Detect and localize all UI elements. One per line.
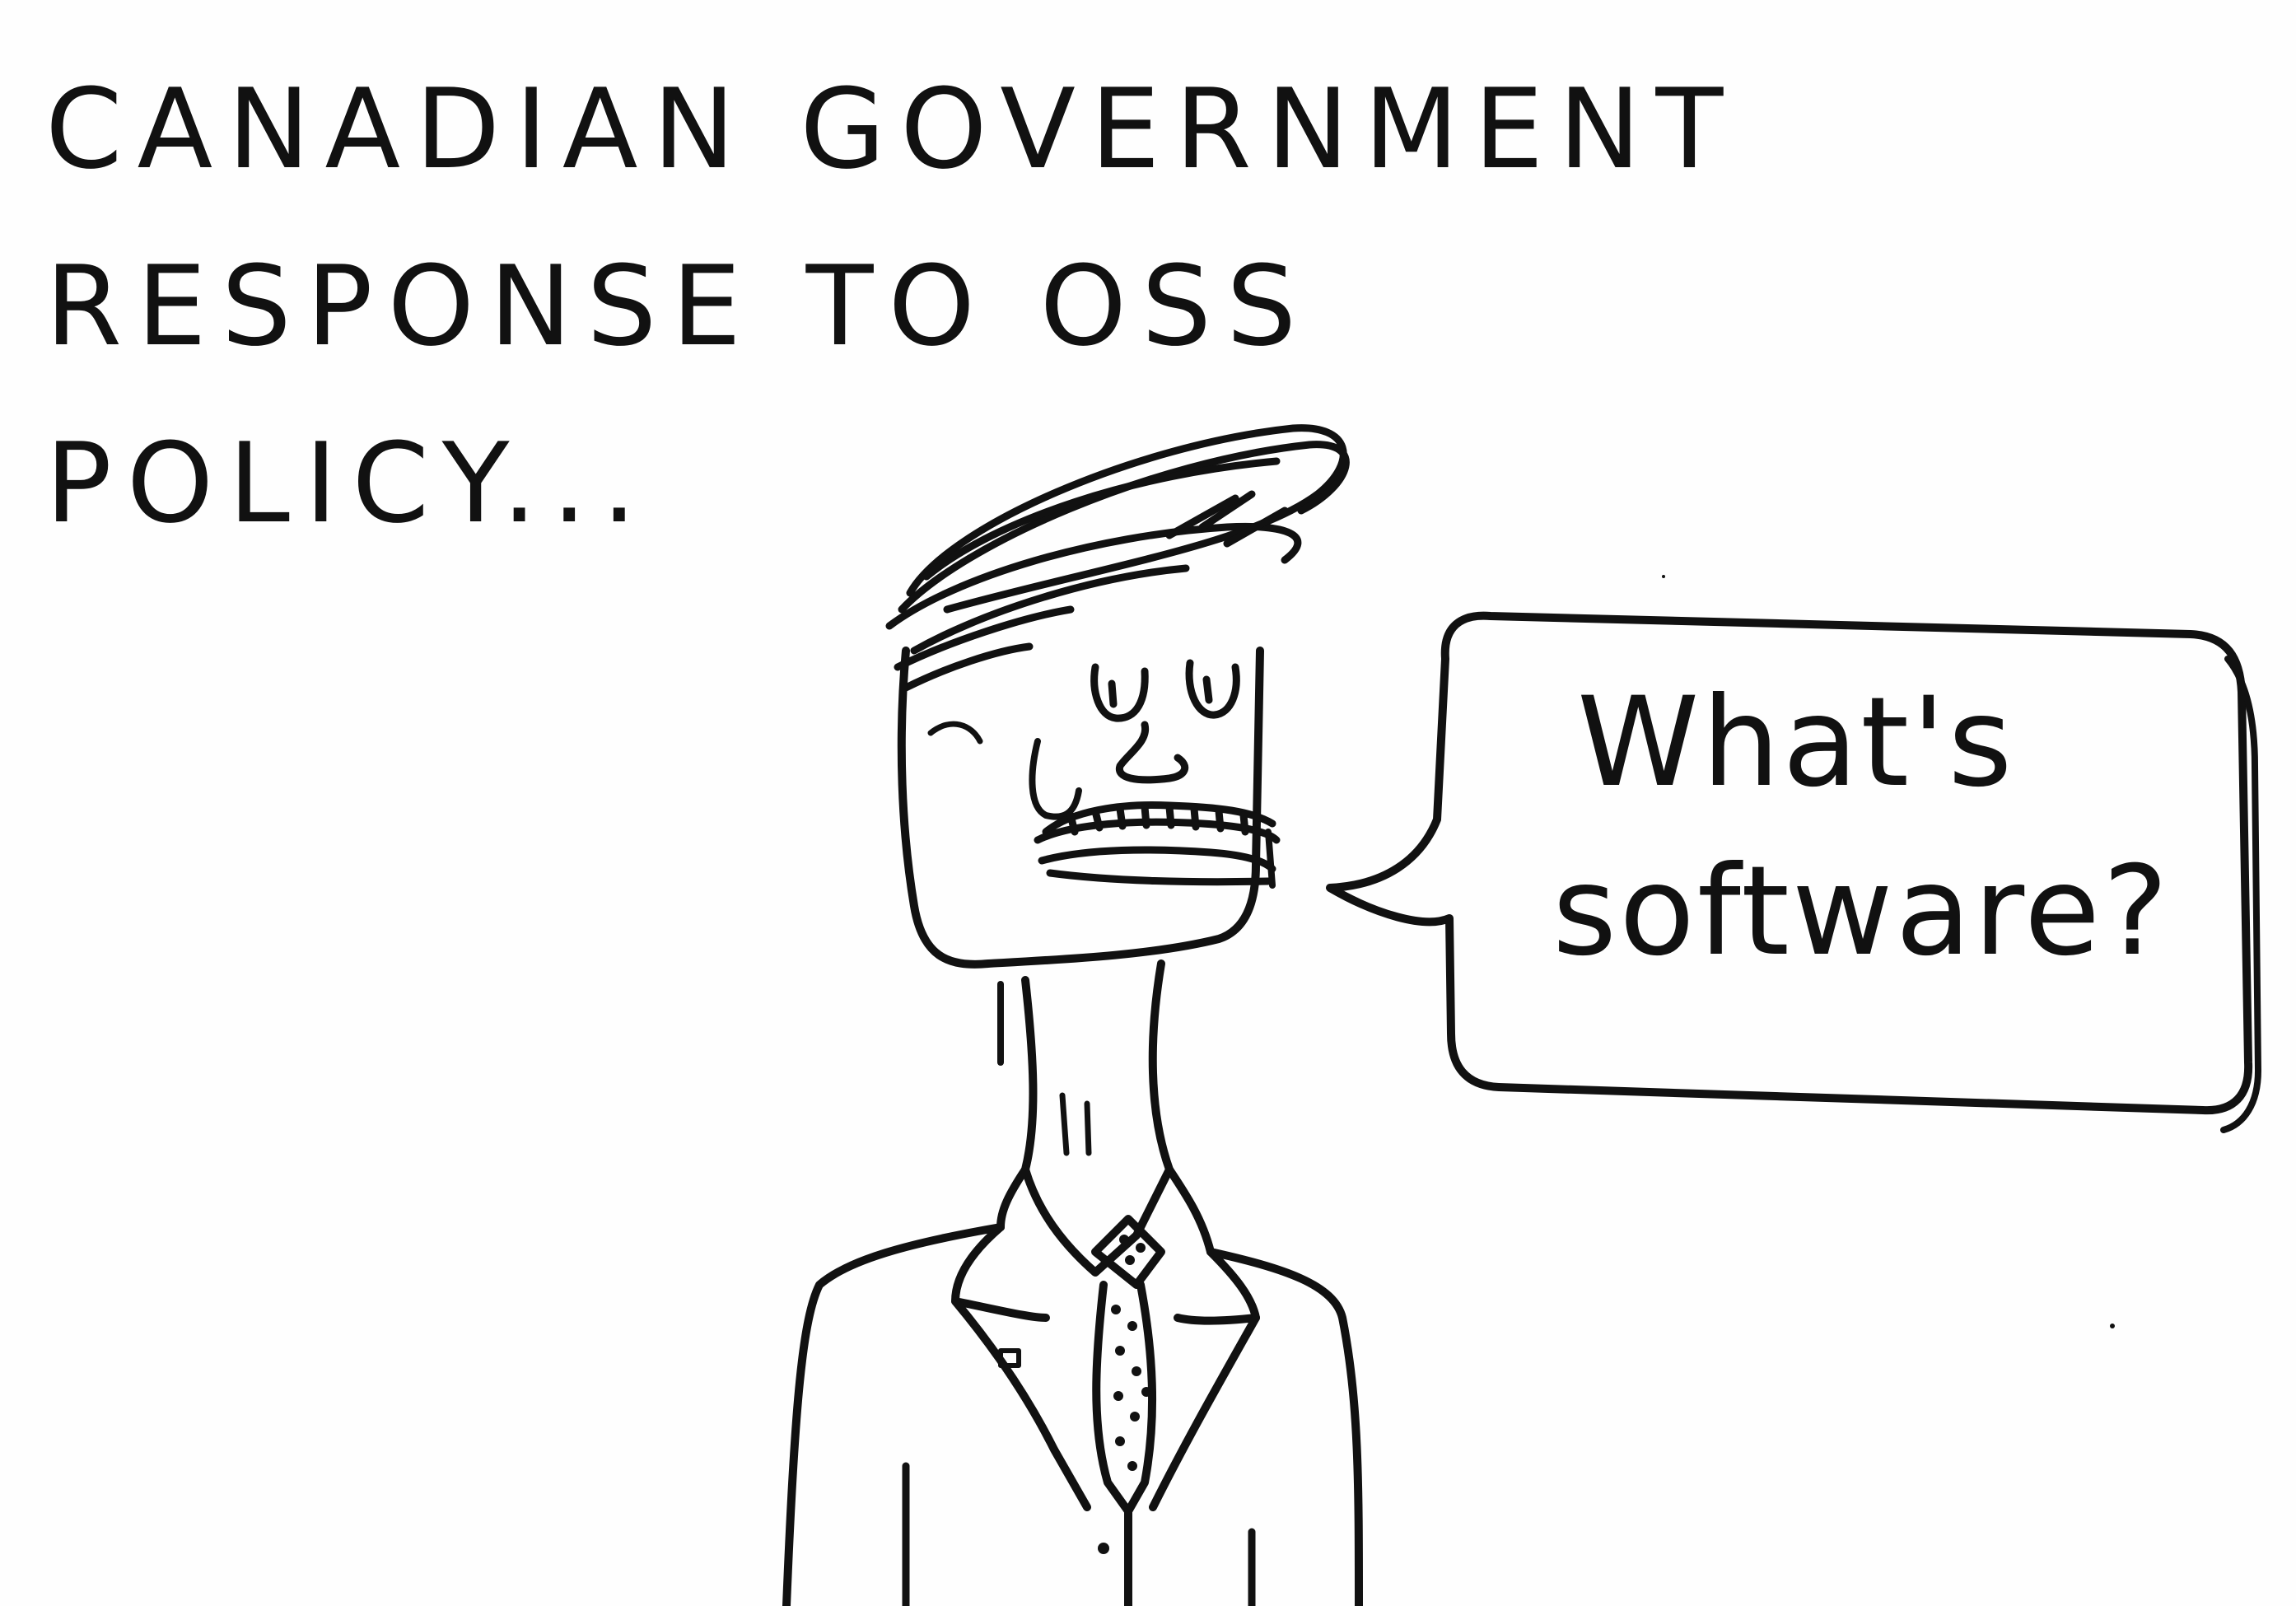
- speech-bubble-shadow: [2220, 656, 2261, 1133]
- speech-line-2: software?: [1552, 840, 2171, 983]
- lapel-pin: [998, 1348, 1021, 1368]
- speech-bubble: [1326, 611, 2253, 1115]
- tie: [1091, 1215, 1165, 1515]
- head: [897, 647, 1264, 969]
- speech-text: What's software?: [1552, 659, 2244, 997]
- neck: [1021, 959, 1174, 1174]
- ink-speck: [1662, 575, 1665, 578]
- jacket-button: [1098, 1543, 1109, 1554]
- caption-text: CANADIAN GOVERNMENT RESPONSE TO OSS POLI…: [45, 41, 1738, 572]
- nose: [1115, 721, 1189, 784]
- temple-mark: [927, 721, 983, 745]
- jacket: [782, 1223, 1363, 1606]
- tie-dots: [1111, 1235, 1151, 1471]
- ear: [1029, 738, 1082, 820]
- caption-line-1: CANADIAN GOVERNMENT: [45, 65, 1738, 194]
- speech-line-1: What's: [1577, 671, 2015, 815]
- mouth-corner: [1265, 829, 1276, 889]
- mustache: [1034, 801, 1281, 844]
- eyes: [1090, 659, 1240, 722]
- caption-line-3: POLICY...: [45, 419, 652, 548]
- mouth: [1038, 846, 1276, 886]
- caption-line-2: RESPONSE TO OSS: [45, 242, 1312, 371]
- ink-speck: [2110, 1324, 2115, 1328]
- collar: [996, 1165, 1215, 1277]
- hair: [885, 424, 1350, 692]
